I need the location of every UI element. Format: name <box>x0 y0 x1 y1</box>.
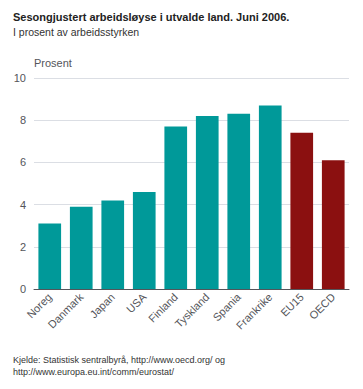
svg-text:Spania: Spania <box>210 290 243 324</box>
svg-text:2: 2 <box>20 241 26 253</box>
svg-text:Frankrike: Frankrike <box>234 291 275 332</box>
svg-text:USA: USA <box>124 290 149 315</box>
svg-text:Noreg: Noreg <box>24 291 54 321</box>
svg-text:OECD: OECD <box>307 291 338 322</box>
svg-text:Prosent: Prosent <box>34 57 72 69</box>
svg-text:Japan: Japan <box>87 291 117 321</box>
svg-text:Danmark: Danmark <box>45 290 85 330</box>
svg-text:Kjelde: Statistisk sentralbyrå: Kjelde: Statistisk sentralbyrå, http://w… <box>13 355 225 365</box>
svg-text:Sesongjustert arbeidsløyse i u: Sesongjustert arbeidsløyse i utvalde lan… <box>13 11 289 23</box>
svg-text:4: 4 <box>20 199 26 211</box>
svg-text:0: 0 <box>20 283 26 295</box>
svg-text:EU15: EU15 <box>278 291 306 319</box>
svg-text:I prosent av arbeidsstyrken: I prosent av arbeidsstyrken <box>13 26 139 38</box>
svg-text:10: 10 <box>14 72 26 84</box>
svg-text:8: 8 <box>20 114 26 126</box>
svg-text:Finland: Finland <box>146 290 180 325</box>
svg-text:http://www.europa.eu.int/comm/: http://www.europa.eu.int/comm/eurostat/ <box>13 367 175 377</box>
svg-text:Tyskland: Tyskland <box>172 291 211 330</box>
svg-text:6: 6 <box>20 156 26 168</box>
